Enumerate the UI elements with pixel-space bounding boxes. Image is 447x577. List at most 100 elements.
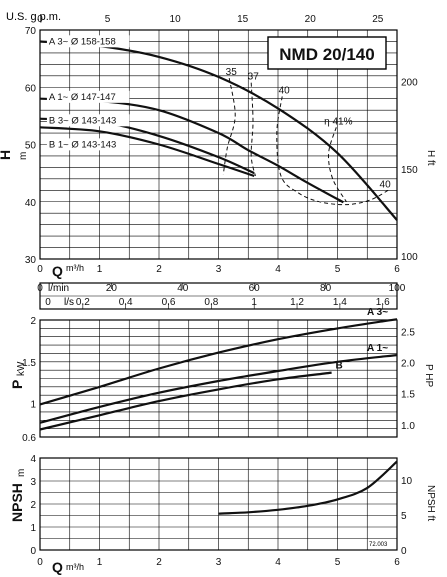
lmin-tick: 60 [249, 283, 261, 294]
npsh-x-tick: 4 [275, 557, 281, 568]
hft-tick: 100 [401, 252, 418, 263]
lmin-tick: 0 [37, 283, 43, 294]
series-label-bg [46, 138, 130, 151]
power-y-tick: 1.5 [22, 358, 36, 369]
hft-tick: 200 [401, 78, 418, 89]
ls-tick: 1.2 [290, 297, 304, 308]
php-tick: 1.5 [401, 390, 415, 401]
npsh-x-tick: 5 [335, 557, 341, 568]
series-label-bg [46, 35, 130, 48]
ls-tick: 0.4 [119, 297, 133, 308]
npsh-x-tick: 0 [37, 557, 43, 568]
head-curve-3 [39, 126, 255, 178]
php-tick: 2.0 [401, 359, 415, 370]
usgpm-axis-label: U.S. g.p.m. [6, 11, 61, 23]
lmin-tick: 20 [106, 283, 118, 294]
ls-tick: 1.6 [376, 297, 390, 308]
power-curve-1 [39, 354, 398, 424]
series-label-bg [46, 90, 130, 103]
ls-tick: 0.2 [76, 297, 90, 308]
npshft-axis-label: NPSH ft [425, 485, 436, 521]
head-series-label-0: A 3~ Ø 158-158 [49, 36, 116, 47]
h-unit-label: m [18, 152, 29, 160]
php-tick: 2.5 [401, 327, 415, 338]
npsh-x-tick: 3 [216, 557, 222, 568]
efficiency-curve-1 [250, 82, 256, 177]
npsh-y-tick: 2 [30, 500, 36, 511]
head-x-tick: 1 [97, 264, 103, 275]
ls-tick: 0.6 [162, 297, 176, 308]
hft-tick: 150 [401, 165, 418, 176]
head-y-tick: 30 [25, 255, 37, 266]
head-series-label-2: B 3~ Ø 143-143 [49, 115, 116, 126]
npsh-curve-0 [218, 460, 398, 515]
efficiency-label-2: 40 [279, 85, 291, 96]
lmin-tick: 100 [389, 283, 406, 294]
head-y-tick: 40 [25, 198, 37, 209]
npsh-y-tick: 0 [30, 546, 36, 557]
npshft-tick: 10 [401, 476, 413, 487]
ls-tick: 0 [45, 297, 51, 308]
head-x-tick: 4 [275, 264, 281, 275]
power-curve-0 [39, 318, 398, 406]
p-axis-label: P [9, 380, 25, 389]
p-unit-label: kW [16, 361, 27, 376]
hft-axis-label: H ft [425, 150, 436, 166]
npsh-x-tick: 6 [394, 557, 400, 568]
power-series-label-1: A 1~ [367, 343, 388, 354]
power-series-label-0: A 3~ [367, 307, 388, 318]
npshft-tick: 0 [401, 546, 407, 557]
efficiency-right-label: 40 [380, 179, 392, 190]
efficiency-label-1: 37 [248, 72, 260, 83]
head-y-tick: 50 [25, 141, 37, 152]
npsh-axis-label: NPSH [9, 483, 25, 522]
head-x-tick: 5 [335, 264, 341, 275]
npsh-y-tick: 3 [30, 477, 36, 488]
head-curve-1 [39, 97, 344, 204]
ls-tick: 1.4 [333, 297, 347, 308]
ls-axis-label: l/s [64, 297, 74, 308]
npshft-tick: 5 [401, 511, 407, 522]
doc-code: 72.003 [369, 542, 388, 548]
head-x-tick: 3 [216, 264, 222, 275]
usgpm-tick: 25 [372, 14, 384, 25]
series-label-bg [46, 114, 130, 127]
power-y-tick: 2 [30, 316, 36, 327]
head-y-tick: 70 [25, 26, 37, 37]
lmin-axis-label: l/min [48, 283, 69, 294]
efficiency-curve-0 [222, 78, 236, 175]
usgpm-tick: 20 [305, 14, 317, 25]
ls-tick: 0.8 [204, 297, 218, 308]
usgpm-tick: 10 [170, 14, 182, 25]
power-curve-2 [39, 371, 332, 431]
q-axis-label-npsh: Q [52, 559, 63, 575]
npsh-y-tick: 4 [30, 454, 36, 465]
power-series-label-2: B [336, 361, 343, 372]
npsh-x-tick: 2 [156, 557, 162, 568]
npsh-unit-label: m [16, 469, 27, 477]
npsh-y-tick: 1 [30, 523, 36, 534]
head-x-tick: 2 [156, 264, 162, 275]
q-axis-label-head: Q [52, 263, 63, 279]
head-x-tick: 6 [394, 264, 400, 275]
power-y-tick: 0.6 [22, 433, 36, 444]
efficiency-label-0: 35 [226, 67, 238, 78]
efficiency-label-3: η 41% [324, 116, 352, 127]
head-y-tick: 60 [25, 83, 37, 94]
usgpm-tick: 15 [237, 14, 249, 25]
head-series-label-3: B 1~ Ø 143-143 [49, 139, 116, 150]
usgpm-tick: 5 [105, 14, 111, 25]
npsh-x-tick: 1 [97, 557, 103, 568]
head-x-tick: 0 [37, 264, 43, 275]
efficiency-curve-2 [276, 96, 391, 206]
title-box [267, 36, 387, 70]
power-y-tick: 1 [30, 400, 36, 411]
php-axis-label: P HP [423, 364, 434, 387]
q-unit-label-head: m³/h [66, 263, 84, 273]
head-series-label-1: A 1~ Ø 147-147 [49, 92, 116, 103]
ls-tick: 1 [251, 297, 257, 308]
q-unit-label-npsh: m³/h [66, 562, 84, 572]
php-tick: 1.0 [401, 421, 415, 432]
usgpm-tick: 0 [37, 14, 43, 25]
